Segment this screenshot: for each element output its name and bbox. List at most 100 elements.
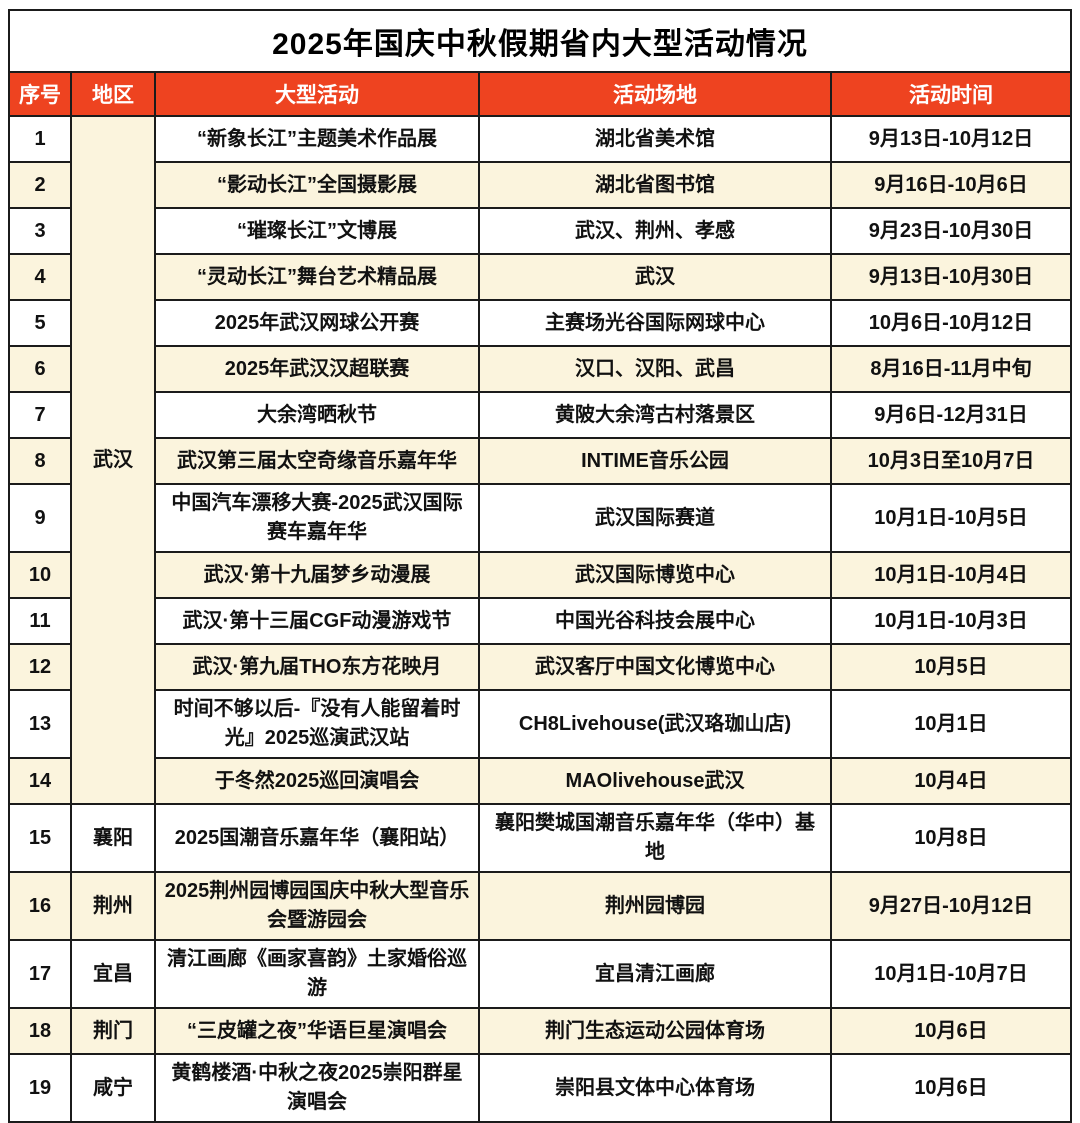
activity-cell: 2025国潮音乐嘉年华（襄阳站） <box>154 803 480 873</box>
activity-cell: 2025年武汉网球公开赛 <box>154 299 480 347</box>
table-row: 15 襄阳 2025国潮音乐嘉年华（襄阳站） 襄阳樊城国潮音乐嘉年华（华中）基地… <box>8 803 1072 873</box>
row-number: 3 <box>8 207 72 255</box>
time-cell: 10月3日至10月7日 <box>830 437 1072 485</box>
table-row: 9 中国汽车漂移大赛-2025武汉国际赛车嘉年华 武汉国际赛道 10月1日-10… <box>8 483 1072 553</box>
row-number: 18 <box>8 1007 72 1055</box>
table-row: 14 于冬然2025巡回演唱会 MAOlivehouse武汉 10月4日 <box>8 757 1072 805</box>
header-row: 序号 地区 大型活动 活动场地 活动时间 <box>8 71 1072 117</box>
venue-cell: 黄陂大余湾古村落景区 <box>478 391 832 439</box>
region-cell: 荆门 <box>70 1007 156 1055</box>
row-number: 2 <box>8 161 72 209</box>
table-row: 19 咸宁 黄鹤楼酒·中秋之夜2025崇阳群星演唱会 崇阳县文体中心体育场 10… <box>8 1053 1072 1123</box>
row-number: 19 <box>8 1053 72 1123</box>
table-row: 1 武汉 “新象长江”主题美术作品展 湖北省美术馆 9月13日-10月12日 <box>8 115 1072 805</box>
row-number: 17 <box>8 939 72 1009</box>
venue-cell: 崇阳县文体中心体育场 <box>478 1053 832 1123</box>
venue-cell: 宜昌清江画廊 <box>478 939 832 1009</box>
row-number: 13 <box>8 689 72 759</box>
venue-cell: 湖北省美术馆 <box>478 115 832 163</box>
venue-cell: 主赛场光谷国际网球中心 <box>478 299 832 347</box>
activity-cell: 武汉第三届太空奇缘音乐嘉年华 <box>154 437 480 485</box>
time-cell: 10月6日 <box>830 1007 1072 1055</box>
header-time: 活动时间 <box>830 71 1072 117</box>
time-cell: 9月6日-12月31日 <box>830 391 1072 439</box>
venue-cell: CH8Livehouse(武汉珞珈山店) <box>478 689 832 759</box>
header-no: 序号 <box>8 71 72 117</box>
header-region: 地区 <box>70 71 156 117</box>
time-cell: 8月16日-11月中旬 <box>830 345 1072 393</box>
venue-cell: 武汉国际博览中心 <box>478 551 832 599</box>
time-cell: 9月27日-10月12日 <box>830 871 1072 941</box>
venue-cell: 武汉国际赛道 <box>478 483 832 553</box>
venue-cell: 武汉、荆州、孝感 <box>478 207 832 255</box>
row-number: 16 <box>8 871 72 941</box>
activities-table: 2025年国庆中秋假期省内大型活动情况 序号 地区 大型活动 活动场地 活动时间… <box>8 9 1072 1123</box>
title-row: 2025年国庆中秋假期省内大型活动情况 <box>8 9 1072 73</box>
time-cell: 10月1日-10月5日 <box>830 483 1072 553</box>
venue-cell: 武汉 <box>478 253 832 301</box>
region-cell: 咸宁 <box>70 1053 156 1123</box>
region-cell: 宜昌 <box>70 939 156 1009</box>
table-row: 4 “灵动长江”舞台艺术精品展 武汉 9月13日-10月30日 <box>8 253 1072 301</box>
time-cell: 9月16日-10月6日 <box>830 161 1072 209</box>
row-number: 9 <box>8 483 72 553</box>
row-number: 15 <box>8 803 72 873</box>
page-title: 2025年国庆中秋假期省内大型活动情况 <box>8 9 1072 73</box>
venue-cell: 荆州园博园 <box>478 871 832 941</box>
row-number: 5 <box>8 299 72 347</box>
table-row: 10 武汉·第十九届梦乡动漫展 武汉国际博览中心 10月1日-10月4日 <box>8 551 1072 599</box>
venue-cell: 湖北省图书馆 <box>478 161 832 209</box>
region-cell-wuhan: 武汉 <box>70 115 156 805</box>
venue-cell: 汉口、汉阳、武昌 <box>478 345 832 393</box>
row-number: 8 <box>8 437 72 485</box>
activity-cell: “影动长江”全国摄影展 <box>154 161 480 209</box>
table-row: 6 2025年武汉汉超联赛 汉口、汉阳、武昌 8月16日-11月中旬 <box>8 345 1072 393</box>
row-number: 4 <box>8 253 72 301</box>
time-cell: 10月1日-10月3日 <box>830 597 1072 645</box>
table-row: 8 武汉第三届太空奇缘音乐嘉年华 INTIME音乐公园 10月3日至10月7日 <box>8 437 1072 485</box>
table-row: 12 武汉·第九届THO东方花映月 武汉客厅中国文化博览中心 10月5日 <box>8 643 1072 691</box>
venue-cell: 武汉客厅中国文化博览中心 <box>478 643 832 691</box>
region-cell: 襄阳 <box>70 803 156 873</box>
activity-cell: 2025年武汉汉超联赛 <box>154 345 480 393</box>
row-number: 12 <box>8 643 72 691</box>
venue-cell: MAOlivehouse武汉 <box>478 757 832 805</box>
table-row: 11 武汉·第十三届CGF动漫游戏节 中国光谷科技会展中心 10月1日-10月3… <box>8 597 1072 645</box>
activity-cell: 2025荆州园博园国庆中秋大型音乐会暨游园会 <box>154 871 480 941</box>
row-number: 1 <box>8 115 72 163</box>
table-row: 3 “璀璨长江”文博展 武汉、荆州、孝感 9月23日-10月30日 <box>8 207 1072 255</box>
row-number: 11 <box>8 597 72 645</box>
time-cell: 9月13日-10月30日 <box>830 253 1072 301</box>
venue-cell: 襄阳樊城国潮音乐嘉年华（华中）基地 <box>478 803 832 873</box>
time-cell: 10月6日 <box>830 1053 1072 1123</box>
activity-cell: 于冬然2025巡回演唱会 <box>154 757 480 805</box>
activity-cell: 武汉·第十三届CGF动漫游戏节 <box>154 597 480 645</box>
row-number: 7 <box>8 391 72 439</box>
row-number: 14 <box>8 757 72 805</box>
time-cell: 10月1日-10月7日 <box>830 939 1072 1009</box>
activity-cell: “璀璨长江”文博展 <box>154 207 480 255</box>
activity-cell: 清江画廊《画家喜韵》土家婚俗巡游 <box>154 939 480 1009</box>
table-row: 13 时间不够以后-『没有人能留着时光』2025巡演武汉站 CH8Livehou… <box>8 689 1072 759</box>
time-cell: 10月8日 <box>830 803 1072 873</box>
time-cell: 10月1日 <box>830 689 1072 759</box>
table-row: 16 荆州 2025荆州园博园国庆中秋大型音乐会暨游园会 荆州园博园 9月27日… <box>8 871 1072 941</box>
time-cell: 10月6日-10月12日 <box>830 299 1072 347</box>
activity-cell: 黄鹤楼酒·中秋之夜2025崇阳群星演唱会 <box>154 1053 480 1123</box>
header-activity: 大型活动 <box>154 71 480 117</box>
table-row: 18 荆门 “三皮罐之夜”华语巨星演唱会 荆门生态运动公园体育场 10月6日 <box>8 1007 1072 1055</box>
activity-cell: 武汉·第九届THO东方花映月 <box>154 643 480 691</box>
activity-cell: 大余湾晒秋节 <box>154 391 480 439</box>
time-cell: 9月23日-10月30日 <box>830 207 1072 255</box>
activity-cell: 中国汽车漂移大赛-2025武汉国际赛车嘉年华 <box>154 483 480 553</box>
time-cell: 9月13日-10月12日 <box>830 115 1072 163</box>
activity-cell: 时间不够以后-『没有人能留着时光』2025巡演武汉站 <box>154 689 480 759</box>
time-cell: 10月4日 <box>830 757 1072 805</box>
table-row: 5 2025年武汉网球公开赛 主赛场光谷国际网球中心 10月6日-10月12日 <box>8 299 1072 347</box>
header-venue: 活动场地 <box>478 71 832 117</box>
activity-cell: 武汉·第十九届梦乡动漫展 <box>154 551 480 599</box>
activity-cell: “三皮罐之夜”华语巨星演唱会 <box>154 1007 480 1055</box>
table-row: 2 “影动长江”全国摄影展 湖北省图书馆 9月16日-10月6日 <box>8 161 1072 209</box>
venue-cell: 荆门生态运动公园体育场 <box>478 1007 832 1055</box>
table-row: 7 大余湾晒秋节 黄陂大余湾古村落景区 9月6日-12月31日 <box>8 391 1072 439</box>
